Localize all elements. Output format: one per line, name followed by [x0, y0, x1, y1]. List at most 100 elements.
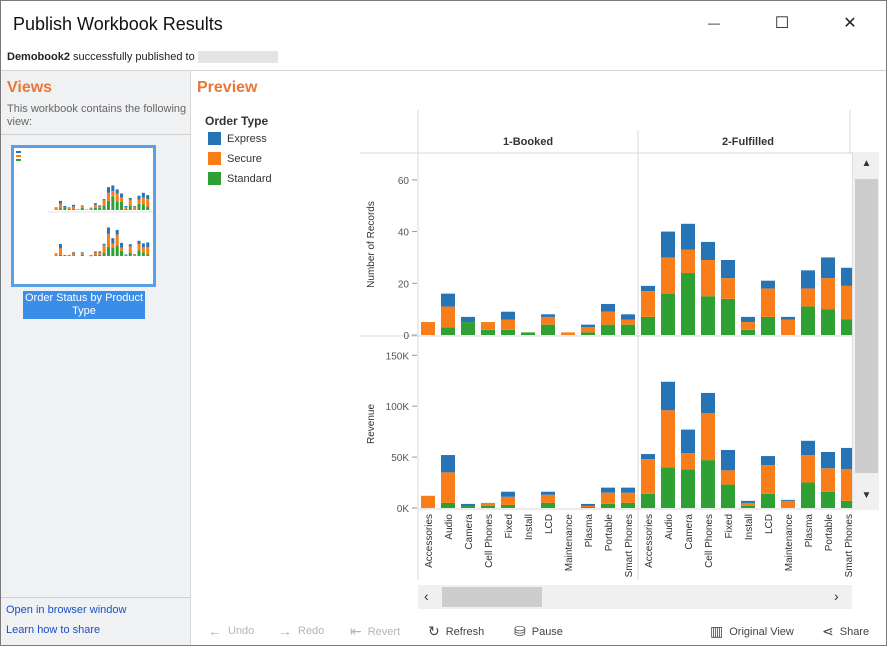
minimize-button[interactable]: — — [691, 1, 737, 45]
y-tick-label: 40 — [398, 228, 410, 239]
legend-item-express[interactable]: Express — [208, 132, 267, 145]
bar-standard — [581, 506, 595, 508]
bar-standard — [661, 467, 675, 508]
thumbnail-chart — [16, 151, 153, 257]
close-button[interactable]: ✕ — [827, 1, 873, 45]
vertical-scroll-thumb[interactable] — [855, 179, 878, 473]
thumb-bar — [80, 206, 84, 208]
thumb-bar — [146, 195, 150, 200]
y-tick-label: 20 — [398, 279, 410, 290]
vertical-scrollbar[interactable]: ▲ ▼ — [852, 152, 879, 510]
sidebar-divider — [1, 134, 191, 135]
pause-button[interactable]: ⛁ Pause — [514, 623, 563, 640]
horizontal-scroll-thumb[interactable] — [442, 587, 542, 607]
bar-standard — [461, 322, 475, 335]
bar-secure — [501, 319, 515, 330]
legend-label: Express — [227, 132, 267, 145]
thumb-bar — [98, 252, 102, 255]
bar-express — [661, 381, 675, 411]
thumb-bar — [115, 229, 119, 235]
bar-secure — [621, 319, 635, 325]
bar-express — [681, 429, 695, 454]
scroll-right-icon[interactable]: › — [834, 588, 839, 604]
bar-secure — [601, 311, 615, 325]
thumb-bar — [102, 243, 106, 245]
views-sidebar: Views This workbook contains the followi… — [1, 71, 191, 645]
undo-button[interactable]: ← Undo — [208, 623, 254, 639]
bar-secure — [741, 502, 755, 506]
preview-heading: Preview — [197, 79, 258, 96]
thumb-bar — [80, 253, 84, 255]
window-title: Publish Workbook Results — [13, 14, 223, 34]
thumb-bar — [72, 204, 76, 207]
bar-express — [461, 316, 475, 323]
bar-secure — [641, 459, 655, 494]
thumb-bar — [111, 196, 115, 210]
database-icon: ⛁ — [514, 623, 526, 639]
x-tick-label: Maintenance — [784, 514, 795, 572]
x-tick-label: Audio — [664, 514, 675, 540]
header-divider — [1, 70, 886, 71]
thumb-bar — [93, 255, 97, 256]
x-tick-label: Smart Phones — [624, 514, 635, 577]
view-thumbnail-label[interactable]: Order Status by Product Type — [23, 291, 145, 319]
share-button[interactable]: ⋖ Share — [822, 623, 869, 640]
legend-item-standard[interactable]: Standard — [208, 172, 272, 185]
bar-secure — [761, 465, 775, 494]
legend-label: Standard — [227, 172, 272, 185]
bar-express — [461, 503, 475, 506]
x-tick-label: Camera — [464, 514, 475, 550]
maximize-button[interactable]: ☐ — [759, 1, 805, 45]
bar-express — [501, 311, 515, 320]
open-in-browser-link[interactable]: Open in browser window — [6, 604, 127, 616]
redo-button[interactable]: → Redo — [278, 623, 324, 639]
thumb-bar — [89, 209, 93, 210]
original-view-button[interactable]: ▥ Original View — [710, 623, 794, 640]
bar-standard — [441, 327, 455, 335]
x-tick-label: Accessories — [424, 514, 435, 568]
legend-item-secure[interactable]: Secure — [208, 152, 262, 165]
scroll-up-icon[interactable]: ▲ — [861, 158, 872, 169]
thumb-bar — [106, 233, 110, 247]
thumb-bar — [128, 206, 132, 210]
bar-standard — [601, 503, 615, 508]
bar-secure — [781, 500, 795, 508]
bar-standard — [461, 505, 475, 508]
thumb-bar — [106, 200, 110, 210]
bar-express — [601, 487, 615, 493]
thumb-bar — [54, 253, 58, 256]
original-view-icon: ▥ — [710, 623, 724, 639]
bar-secure — [621, 492, 635, 503]
refresh-button[interactable]: ↻ Refresh — [428, 623, 484, 640]
thumb-bar — [128, 244, 132, 247]
preview-chart[interactable]: 1-Booked 2-Fulfilled Number of Records 0 20 4… — [360, 110, 852, 582]
refresh-icon: ↻ — [428, 623, 440, 639]
scroll-down-icon[interactable]: ▼ — [861, 490, 872, 501]
x-tick-label: Fixed — [724, 514, 735, 538]
legend-label: Secure — [227, 152, 262, 165]
y-tick-label: 150K — [386, 351, 410, 362]
bar-express — [821, 257, 835, 279]
scroll-left-icon[interactable]: ‹ — [424, 588, 429, 604]
bar-secure — [581, 327, 595, 333]
bar-standard — [501, 504, 515, 508]
revert-button[interactable]: ⇤ Revert — [350, 623, 400, 640]
pause-label: Pause — [531, 625, 563, 638]
thumb-bar — [58, 247, 62, 255]
bar-express — [661, 231, 675, 258]
bar-standard — [641, 316, 655, 335]
bar-standard — [761, 493, 775, 508]
x-tick-label: Portable — [604, 514, 615, 552]
bar-express — [781, 499, 795, 501]
thumb-bar — [124, 206, 128, 208]
view-thumbnail[interactable] — [11, 145, 156, 287]
thumb-bar — [128, 252, 132, 256]
panel-header-2: 2-Fulfilled — [722, 136, 774, 148]
bar-standard — [481, 329, 495, 335]
undo-label: Undo — [228, 625, 255, 637]
learn-how-to-share-link[interactable]: Learn how to share — [6, 624, 101, 636]
thumb-bar — [124, 207, 128, 209]
bar-standard — [701, 296, 715, 335]
horizontal-scrollbar[interactable]: ‹ › — [418, 585, 852, 609]
panel-header-1: 1-Booked — [503, 136, 553, 148]
